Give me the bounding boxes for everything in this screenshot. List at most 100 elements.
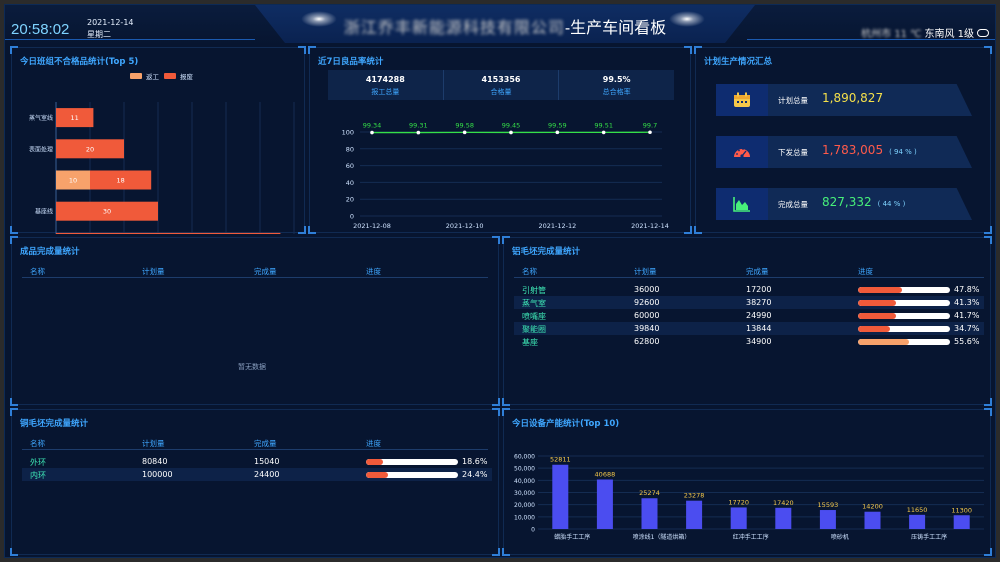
- data-label: 99.59: [548, 121, 567, 129]
- x-tick-label: 2021-12-12: [538, 222, 576, 230]
- data-point: [648, 130, 652, 135]
- x-tick-label: 喷涂线1（隧道烘箱）: [633, 533, 691, 541]
- bar-label: 10: [69, 177, 77, 185]
- equip-chart: 0 10,000 20,000 30,000 40,000 50,000 60,000 528…: [514, 454, 984, 541]
- cell-name: 基座: [522, 338, 538, 347]
- col-progress: 进度: [858, 267, 873, 276]
- plan-percent: ( 94 % ): [889, 148, 917, 156]
- capacity-bar: [686, 500, 703, 529]
- legend-swatch-rework: [130, 73, 142, 79]
- plan-panel: 计划生产情况汇总 计划总量 1,890,827 下发总量 1,783,005 ( …: [694, 46, 992, 234]
- capacity-bar: [864, 511, 881, 529]
- cell-plan: 100000: [142, 470, 173, 479]
- table-row: 基座 62800 34900 55.6%: [514, 335, 984, 348]
- data-label: 99.7: [643, 121, 657, 129]
- header-divider-right: [747, 39, 995, 40]
- yield-chart: 0 20 40 60 80 100 99.34 99.31 99.58 99.45 99.59 99.…: [342, 121, 669, 230]
- page-title: 浙江乔丰新能源科技有限公司-生产车间看板: [255, 14, 755, 38]
- glow-decoration-left: [301, 11, 337, 27]
- y-tick-label: 20,000: [514, 502, 535, 509]
- stat-value: 4174288: [365, 75, 405, 84]
- defects-panel: 今日班组不合格品统计(Top 5) 返工报废010203040506070蒸气室…: [10, 46, 306, 234]
- cloud-icon: [977, 28, 989, 37]
- blank-title: 铝毛坯完成量统计: [512, 247, 581, 257]
- capacity-bar: [641, 498, 658, 529]
- cell-done: 15040: [254, 457, 280, 466]
- data-point: [509, 130, 513, 135]
- plan-value-number: 1,783,005: [822, 143, 884, 157]
- category-label: 基座线: [35, 208, 53, 216]
- col-name: 名称: [522, 267, 537, 276]
- bar-value-label: 17420: [773, 499, 794, 507]
- header-divider-left: [5, 39, 255, 40]
- y-tick-label: 10,000: [514, 514, 535, 521]
- progress-fill: [858, 287, 902, 293]
- progress-fill: [858, 300, 896, 306]
- calendar-icon: [716, 84, 768, 116]
- capacity-bar: [596, 479, 613, 529]
- legend-label-rework: 返工: [146, 73, 160, 81]
- cell-done: 38270: [746, 298, 772, 307]
- cell-name: 聚能圈: [522, 325, 546, 334]
- cell-plan: 36000: [634, 285, 660, 294]
- progress-fill: [858, 313, 897, 319]
- plan-label: 计划总量: [778, 96, 808, 105]
- cell-name: 内环: [30, 471, 46, 480]
- capacity-bar: [909, 514, 926, 529]
- x-tick-label: 2021-12-10: [446, 222, 484, 230]
- col-name: 名称: [30, 267, 45, 276]
- x-tick-label: 2021-12-14: [631, 222, 669, 230]
- glow-decoration-right: [669, 11, 705, 27]
- cell-name: 引射管: [522, 286, 546, 295]
- finished-table-header: 名称 计划量 完成量 进度: [22, 264, 488, 278]
- category-label: 表面处理: [29, 145, 53, 153]
- table-row: 蒸气室 92600 38270 41.3%: [514, 296, 984, 309]
- bar-value-label: 14200: [862, 503, 883, 511]
- copper-title: 铜毛坯完成量统计: [20, 419, 89, 429]
- plan-row-total: 计划总量 1,890,827: [716, 84, 972, 116]
- copper-table-header: 名称 计划量 完成量 进度: [22, 436, 488, 450]
- plan-value: 1,783,005 ( 94 % ): [822, 143, 917, 157]
- legend-swatch-scrap: [164, 73, 176, 79]
- bar-label: 11: [71, 114, 79, 122]
- gauge-icon: [716, 136, 768, 168]
- bar-scrap: [90, 170, 152, 190]
- weather-wind: 东南风 1级: [924, 29, 974, 40]
- y-tick-label: 0: [531, 527, 535, 534]
- x-tick-label: 喷砂机: [831, 533, 849, 541]
- equip-panel: 今日设备产能统计(Top 10) 0 10,000 20,000 30,000 40,0…: [502, 408, 992, 556]
- cell-percent: 55.6%: [954, 337, 980, 346]
- progress-fill: [366, 472, 389, 478]
- plan-value-number: 1,890,827: [822, 91, 884, 105]
- y-tick-label: 20: [346, 196, 354, 204]
- plan-row-done: 完成总量 827,332 ( 44 % ): [716, 188, 972, 220]
- stat-label: 报工总量: [371, 88, 400, 96]
- data-point: [370, 130, 374, 135]
- bar-scrap: [56, 232, 281, 234]
- date: 2021-12-14: [87, 18, 134, 27]
- progress-bar: [366, 459, 458, 465]
- y-tick-label: 50,000: [514, 466, 535, 473]
- col-name: 名称: [30, 439, 45, 448]
- bar-value-label: 40688: [595, 470, 616, 478]
- y-tick-label: 60,000: [514, 454, 535, 461]
- data-point: [462, 130, 467, 135]
- cell-plan: 62800: [634, 337, 660, 346]
- data-label: 99.58: [455, 121, 474, 129]
- plan-label: 下发总量: [778, 148, 808, 157]
- bar-value-label: 17720: [728, 498, 749, 506]
- col-done: 完成量: [254, 439, 277, 448]
- blank-table-header: 名称 计划量 完成量 进度: [514, 264, 984, 278]
- plan-title: 计划生产情况汇总: [704, 57, 773, 67]
- table-row: 聚能圈 39840 13844 34.7%: [514, 322, 984, 335]
- bar-rework: [56, 170, 90, 190]
- plan-percent: ( 44 % ): [877, 200, 906, 208]
- bar-label: 20: [86, 145, 94, 153]
- defects-chart: 返工报废010203040506070蒸气室线11表面处理201018基座线30…: [29, 72, 295, 234]
- category-label: 蒸气室线: [29, 114, 53, 122]
- x-tick-label: 蜡胎手工工序: [554, 533, 590, 541]
- finished-title: 成品完成量统计: [20, 247, 80, 257]
- weather: 杭州市 11 ℃ 东南风 1级: [861, 25, 989, 40]
- bar-value-label: 11300: [951, 506, 972, 514]
- stat-rate: 99.5% 总合格率: [559, 70, 674, 100]
